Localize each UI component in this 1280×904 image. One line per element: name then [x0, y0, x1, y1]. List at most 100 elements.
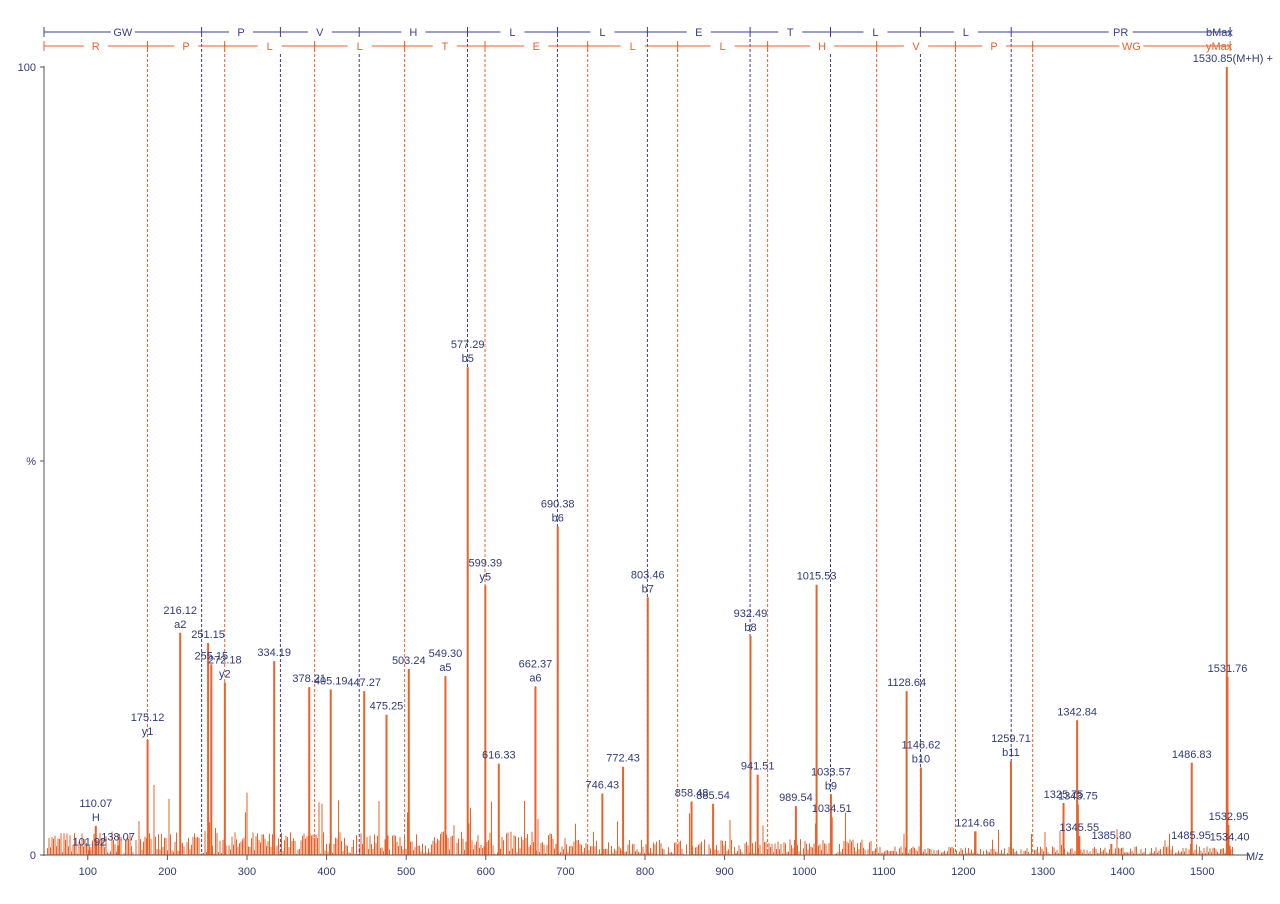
x-tick-label: 500 — [397, 866, 415, 878]
peak-mz-label: 138.07 — [101, 832, 135, 844]
peak-mz-label: 803.46 — [631, 569, 665, 581]
b-residue-bg — [686, 25, 711, 38]
y-residue-bg — [524, 39, 549, 52]
y-residue-bg — [83, 39, 108, 52]
b-residue-bg — [401, 25, 426, 38]
peak-ion-label: b5 — [462, 353, 474, 365]
peak-mz-label: 772.43 — [606, 753, 640, 765]
peak-mz-label: 1259.71 — [991, 733, 1031, 745]
x-tick-label: 600 — [477, 866, 495, 878]
peak-ion-label: y5 — [480, 572, 492, 584]
peak-mz-label: 1534.40 — [1210, 832, 1250, 844]
peak-mz-label: 175.12 — [131, 712, 165, 724]
b-residue-bg — [229, 25, 254, 38]
peak-mz-label: 858.48 — [675, 787, 709, 799]
y-tick-label: % — [26, 456, 36, 468]
b-residue-bg — [953, 25, 978, 38]
peak-mz-label: 932.49 — [734, 608, 768, 620]
y-residue-label: WG — [1122, 41, 1141, 53]
peak-ion-label: b11 — [1002, 747, 1020, 759]
peak-mz-label: 272.18 — [208, 654, 242, 666]
peak-mz-label: 616.33 — [482, 750, 516, 762]
y-residue-bg — [432, 39, 457, 52]
peak-mz-label: 989.54 — [779, 792, 813, 804]
peak-mz-label: 1485.95 — [1171, 830, 1211, 842]
y-residue-bg — [620, 39, 645, 52]
peak-mz-label: 101.92 — [72, 836, 106, 848]
peak-mz-label: 1343.75 — [1058, 791, 1098, 803]
x-tick-label: 900 — [715, 866, 733, 878]
x-tick-label: 300 — [238, 866, 256, 878]
peak-mz-label: 1033.57 — [811, 766, 851, 778]
peak-mz-label: 334.19 — [257, 647, 291, 659]
x-tick-label: 1500 — [1190, 866, 1214, 878]
peak-ion-label: H — [92, 812, 100, 824]
peak-mz-label: 1531.76 — [1208, 663, 1248, 675]
b-series-name: bMax — [1206, 27, 1233, 39]
peak-mz-label: 1530.85(M+H) + — [1193, 53, 1273, 65]
x-tick-label: 1100 — [872, 866, 896, 878]
b-residue-label: L — [509, 27, 515, 39]
y-residue-label: E — [533, 41, 540, 53]
peak-ion-label: b8 — [744, 622, 756, 634]
peak-mz-label: 941.51 — [741, 761, 775, 773]
peak-mz-label: 577.29 — [451, 339, 485, 351]
peak-ion-label: a6 — [529, 672, 541, 684]
x-tick-label: 800 — [636, 866, 654, 878]
peak-mz-label: 447.27 — [347, 677, 381, 689]
peak-mz-label: 885.54 — [696, 790, 730, 802]
peak-mz-label: 378.21 — [292, 673, 326, 685]
y-residue-label: L — [630, 41, 636, 53]
peak-ion-label: b7 — [642, 583, 654, 595]
y-residue-bg — [174, 39, 199, 52]
peak-mz-label: 1146.62 — [901, 740, 940, 752]
peak-ion-label: y1 — [142, 726, 154, 738]
peak-mz-label: 1345.55 — [1059, 822, 1099, 834]
b-residue-label: P — [237, 27, 244, 39]
y-residue-bg — [982, 39, 1007, 52]
peak-mz-label: 1532.95 — [1209, 811, 1249, 823]
y-residue-bg — [257, 39, 282, 52]
labeled-peaks — [88, 67, 1231, 855]
peak-mz-label: 599.39 — [468, 558, 502, 570]
peak-mz-label: 1385.80 — [1091, 830, 1131, 842]
y-residue-label: V — [912, 41, 920, 53]
peak-mz-label: 1214.66 — [955, 817, 995, 829]
y-residue-label: T — [441, 41, 448, 53]
b-residue-bg — [500, 25, 525, 38]
peak-mz-label: 549.30 — [429, 648, 463, 660]
peak-ion-label: b9 — [825, 780, 837, 792]
b-residue-label: T — [787, 27, 794, 39]
b-residue-bg — [1108, 25, 1133, 38]
y-residue-label: P — [182, 41, 189, 53]
y-residue-label: R — [92, 41, 100, 53]
b-residue-bg — [778, 25, 803, 38]
b-residue-label: L — [872, 27, 878, 39]
peak-mz-label: 662.37 — [519, 658, 553, 670]
b-residue-bg — [863, 25, 888, 38]
y-residue-label: L — [357, 41, 363, 53]
peak-ion-label: a2 — [174, 619, 186, 631]
peak-mz-label: 1342.84 — [1057, 706, 1097, 718]
peak-mz-label: 1128.64 — [887, 677, 926, 689]
y-residue-bg — [1119, 39, 1144, 52]
y-residue-label: H — [818, 41, 826, 53]
axes: M/z 100 200 300 400 500 600 700 800 900 1000 1100 1… — [18, 62, 1264, 878]
peak-mz-label: 251.15 — [191, 629, 225, 641]
x-tick-label: 1000 — [792, 866, 816, 878]
peak-mz-label: 503.24 — [392, 655, 426, 667]
peak-ion-label: y2 — [219, 668, 231, 680]
peak-ion-label: b10 — [912, 754, 930, 766]
peak-mz-label: 690.38 — [541, 498, 575, 510]
peak-mz-label: 255.15 — [194, 650, 228, 662]
sequence-ladder: GW P V H L L E T L L PR bMax R P L L T E L L H V P WG yMax — [43, 25, 1233, 53]
x-axis-label: M/z — [1246, 851, 1264, 863]
peak-mz-label: 1486.83 — [1172, 749, 1212, 761]
b-residue-label: H — [409, 27, 417, 39]
peak-mz-label: 405.19 — [314, 676, 348, 688]
y-residue-bg — [347, 39, 372, 52]
fragment-guide-lines — [146, 39, 1034, 855]
y-series-name: yMax — [1206, 41, 1233, 53]
